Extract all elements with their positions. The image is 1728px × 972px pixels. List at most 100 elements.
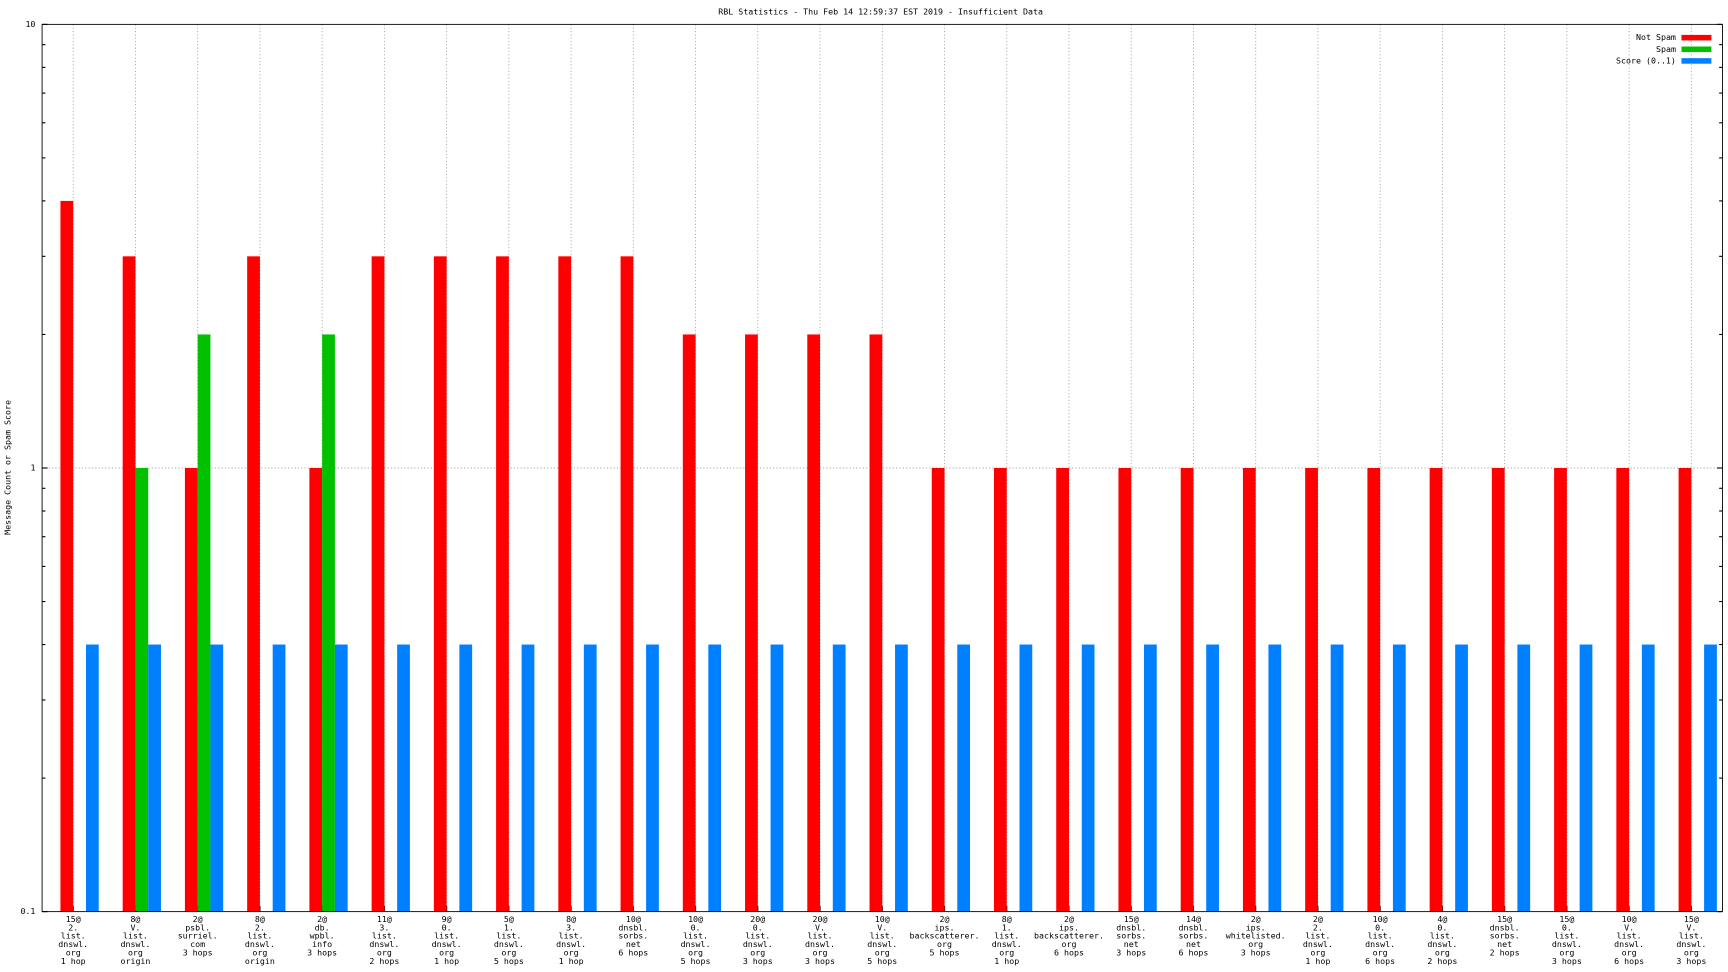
legend-swatch [1681,46,1712,53]
plot-frame [41,23,1723,913]
bar [869,334,883,912]
x-tick-label: 6 hops [1054,948,1084,958]
legend-swatch [1681,58,1712,64]
x-tick-label: com [190,939,205,949]
x-tick-label: org [1559,948,1574,958]
x-tick-label: V. [1686,922,1696,932]
bar [807,334,821,912]
x-tick-label: org [1622,948,1637,958]
x-tick-label: 2. [68,922,78,932]
bar [433,256,447,912]
bar [1180,468,1194,912]
x-tick-label: list. [123,931,148,941]
x-tick-label: list. [559,931,584,941]
x-tick-label: 3. [379,922,389,932]
x-tick-label: 1 hop [61,956,86,966]
x-tick-label: backscatterer. [1034,931,1104,941]
x-tick-label: 2@ [940,914,950,924]
y-tick-label: 10 [25,19,35,29]
x-tick-label: 6 hops [1365,956,1395,966]
bar [583,644,597,912]
bar [1579,644,1593,912]
bar [646,644,659,912]
x-tick-label: dnswl. [1614,939,1644,949]
x-tick-label: net [626,939,641,949]
x-tick-label: dnswl. [1365,939,1395,949]
x-tick-label: dnswl. [120,939,150,949]
bar [322,334,335,912]
bar [1081,644,1095,912]
x-tick-label: 1 hop [994,956,1019,966]
x-tick-label: list. [372,931,397,941]
x-tick-label: org [1061,939,1076,949]
x-tick-label: org [501,948,516,958]
bar [148,644,161,912]
x-tick-label: db. [315,922,330,932]
x-tick-label: 3 hops [1676,956,1706,966]
x-tick-label: sorbs. [1116,931,1146,941]
bar [1491,468,1505,912]
x-tick-label: 5 hops [494,956,524,966]
bar [745,334,758,912]
x-tick-label: 2. [255,922,265,932]
x-tick-label: org [1684,948,1699,958]
x-tick-label: dnswl. [369,939,399,949]
x-tick-label: list. [683,931,708,941]
bar [1678,468,1692,912]
x-tick-label: 6 hops [1178,948,1208,958]
x-tick-label: ips. [1059,922,1079,932]
bar [1392,644,1406,912]
y-tick-label: 0.1 [20,906,35,916]
bar [682,334,696,912]
bar [770,644,784,912]
bar [197,334,211,912]
bar [1554,468,1567,912]
bar [1118,468,1132,912]
x-tick-label: list. [745,931,770,941]
x-tick-label: backscatterer. [910,931,980,941]
x-tick-label: 5 hops [867,956,897,966]
x-tick-label: 2@ [1313,914,1323,924]
x-tick-label: list. [61,931,86,941]
x-tick-label: list. [1617,931,1642,941]
bar [60,200,74,912]
x-tick-label: sorbs. [1178,931,1208,941]
x-tick-label: 1 hop [1305,956,1330,966]
x-tick-label: list. [1368,931,1393,941]
bar [247,256,260,912]
x-tick-label: 8@ [566,914,576,924]
bar [210,644,224,912]
x-tick-label: 2 hops [369,956,399,966]
x-tick-label: 5@ [504,914,514,924]
x-tick-label: dnswl. [681,939,711,949]
x-tick-label: dnswl. [494,939,524,949]
x-tick-label: 6 hops [618,948,648,958]
y-axis-label: Message Count or Spam Score [2,400,12,535]
x-tick-label: net [1186,939,1201,949]
bar [334,644,348,912]
bar [1641,644,1655,912]
x-tick-label: info [312,939,332,949]
x-tick-label: 3 hops [1552,956,1582,966]
x-tick-label: org [937,939,952,949]
x-tick-label: org [688,948,703,958]
x-tick-label: list. [1679,931,1704,941]
x-tick-label: org [813,948,828,958]
x-tick-label: 1. [1002,922,1012,932]
bar [496,256,509,912]
x-tick-label: dnswl. [245,939,275,949]
bar [1367,468,1381,912]
x-tick-label: 0. [753,922,763,932]
x-tick-label: 8@ [255,914,265,924]
legend-swatch [1681,34,1712,41]
bar [708,644,722,912]
bar [521,644,535,912]
x-tick-label: 3 hops [1116,948,1146,958]
x-tick-label: dnsbl. [1116,922,1146,932]
x-tick-label: V. [130,922,140,932]
bar [993,468,1007,912]
bar [1056,468,1069,912]
x-tick-label: org [1435,948,1450,958]
